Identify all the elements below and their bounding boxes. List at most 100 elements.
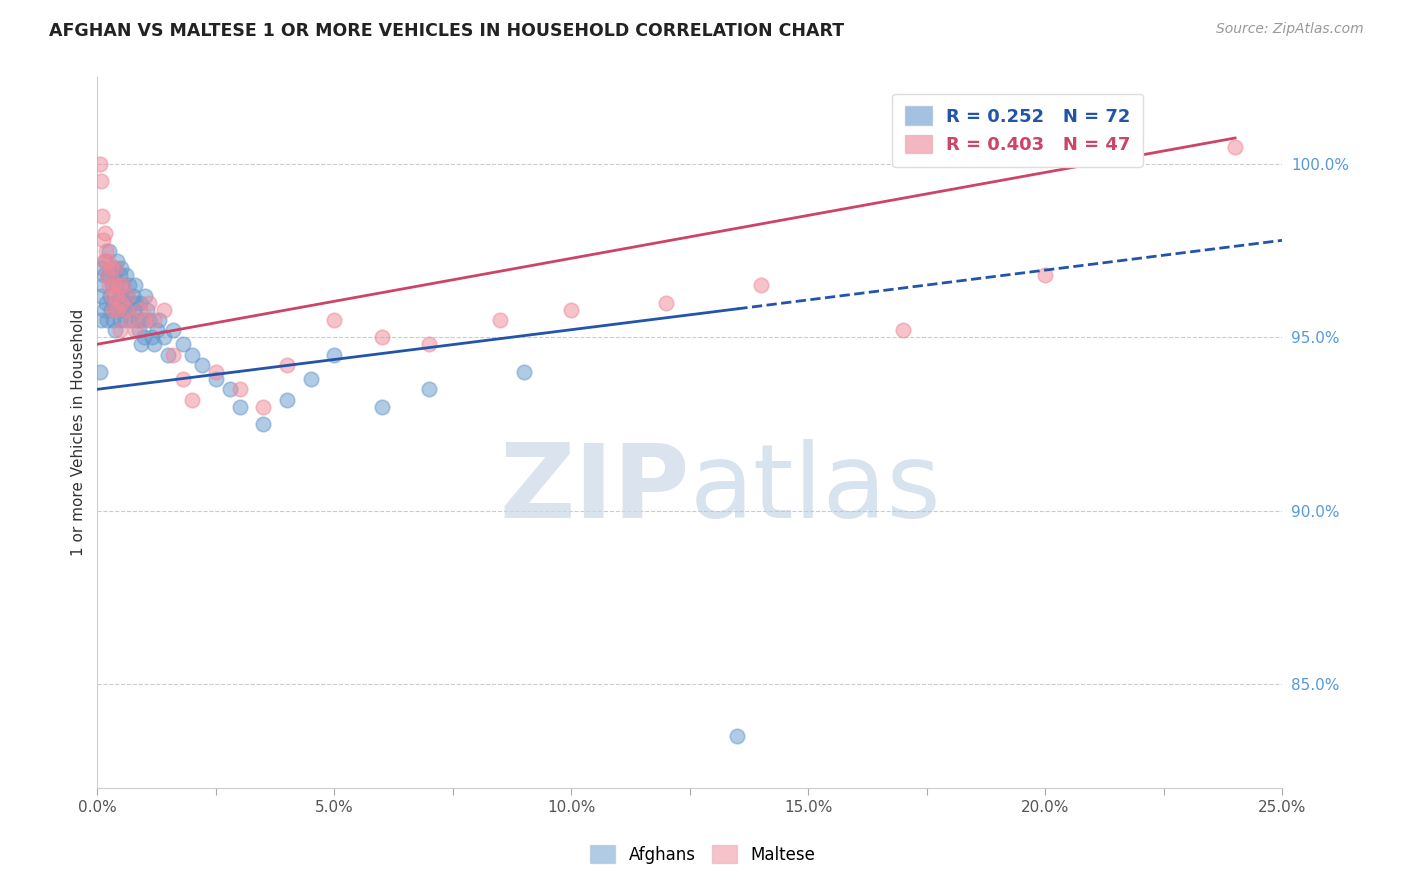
Point [560, 302, 582, 317]
Point [190, 358, 212, 372]
Point [143, 337, 166, 351]
Point [100, 289, 122, 303]
Point [112, 295, 135, 310]
Point [114, 302, 136, 317]
Point [323, 313, 346, 327]
Point [124, 302, 146, 317]
Point [89, 157, 111, 171]
Point [93, 268, 115, 282]
Point [112, 278, 135, 293]
Point [101, 295, 124, 310]
Point [136, 302, 159, 317]
Point [91, 209, 114, 223]
Point [108, 268, 131, 282]
Point [98, 244, 121, 258]
Point [105, 278, 128, 293]
Point [115, 289, 138, 303]
Point [94, 295, 117, 310]
Point [93, 302, 115, 317]
Point [111, 302, 134, 317]
Point [228, 400, 250, 414]
Point [94, 244, 117, 258]
Point [143, 313, 166, 327]
Text: ZIP: ZIP [499, 439, 690, 540]
Point [108, 313, 131, 327]
Point [655, 295, 678, 310]
Point [205, 365, 228, 379]
Point [104, 260, 127, 275]
Point [105, 302, 128, 317]
Point [98, 289, 121, 303]
Legend: Afghans, Maltese: Afghans, Maltese [583, 838, 823, 871]
Text: AFGHAN VS MALTESE 1 OR MORE VEHICLES IN HOUSEHOLD CORRELATION CHART: AFGHAN VS MALTESE 1 OR MORE VEHICLES IN … [49, 22, 845, 40]
Point [125, 295, 148, 310]
Point [138, 313, 160, 327]
Point [181, 392, 204, 407]
Point [132, 330, 155, 344]
Point [152, 330, 174, 344]
Point [90, 313, 112, 327]
Point [129, 337, 152, 351]
Point [152, 302, 174, 317]
Point [749, 278, 772, 293]
Point [114, 313, 136, 327]
Point [114, 268, 136, 282]
Point [219, 382, 242, 396]
Point [131, 313, 153, 327]
Point [121, 313, 143, 327]
Point [90, 174, 112, 188]
Point [100, 278, 122, 293]
Point [120, 313, 142, 327]
Point [93, 254, 115, 268]
Point [181, 348, 204, 362]
Point [891, 323, 914, 337]
Point [107, 302, 129, 317]
Text: Source: ZipAtlas.com: Source: ZipAtlas.com [1216, 22, 1364, 37]
Point [129, 302, 152, 317]
Point [371, 330, 394, 344]
Point [1223, 140, 1246, 154]
Point [91, 278, 114, 293]
Point [418, 382, 440, 396]
Point [276, 392, 298, 407]
Point [725, 729, 748, 743]
Point [228, 382, 250, 396]
Point [94, 227, 117, 241]
Legend: R = 0.252   N = 72, R = 0.403   N = 47: R = 0.252 N = 72, R = 0.403 N = 47 [891, 94, 1143, 167]
Point [104, 260, 127, 275]
Point [101, 313, 124, 327]
Point [91, 233, 114, 247]
Point [128, 323, 150, 337]
Point [97, 254, 120, 268]
Point [124, 323, 146, 337]
Point [91, 260, 114, 275]
Point [489, 313, 512, 327]
Point [299, 372, 322, 386]
Point [124, 278, 146, 293]
Point [323, 348, 346, 362]
Point [105, 254, 128, 268]
Point [371, 400, 394, 414]
Point [89, 365, 111, 379]
Point [96, 313, 118, 327]
Point [134, 289, 156, 303]
Point [252, 400, 274, 414]
Point [97, 268, 120, 282]
Point [110, 260, 132, 275]
Point [276, 358, 298, 372]
Point [94, 254, 117, 268]
Point [148, 313, 170, 327]
Point [90, 289, 112, 303]
Point [172, 372, 194, 386]
Point [162, 323, 184, 337]
Point [513, 365, 536, 379]
Point [172, 337, 194, 351]
Point [103, 278, 125, 293]
Point [122, 289, 145, 303]
Point [105, 289, 128, 303]
Point [138, 295, 160, 310]
Point [107, 289, 129, 303]
Point [112, 278, 135, 293]
Point [101, 302, 124, 317]
Point [98, 278, 121, 293]
